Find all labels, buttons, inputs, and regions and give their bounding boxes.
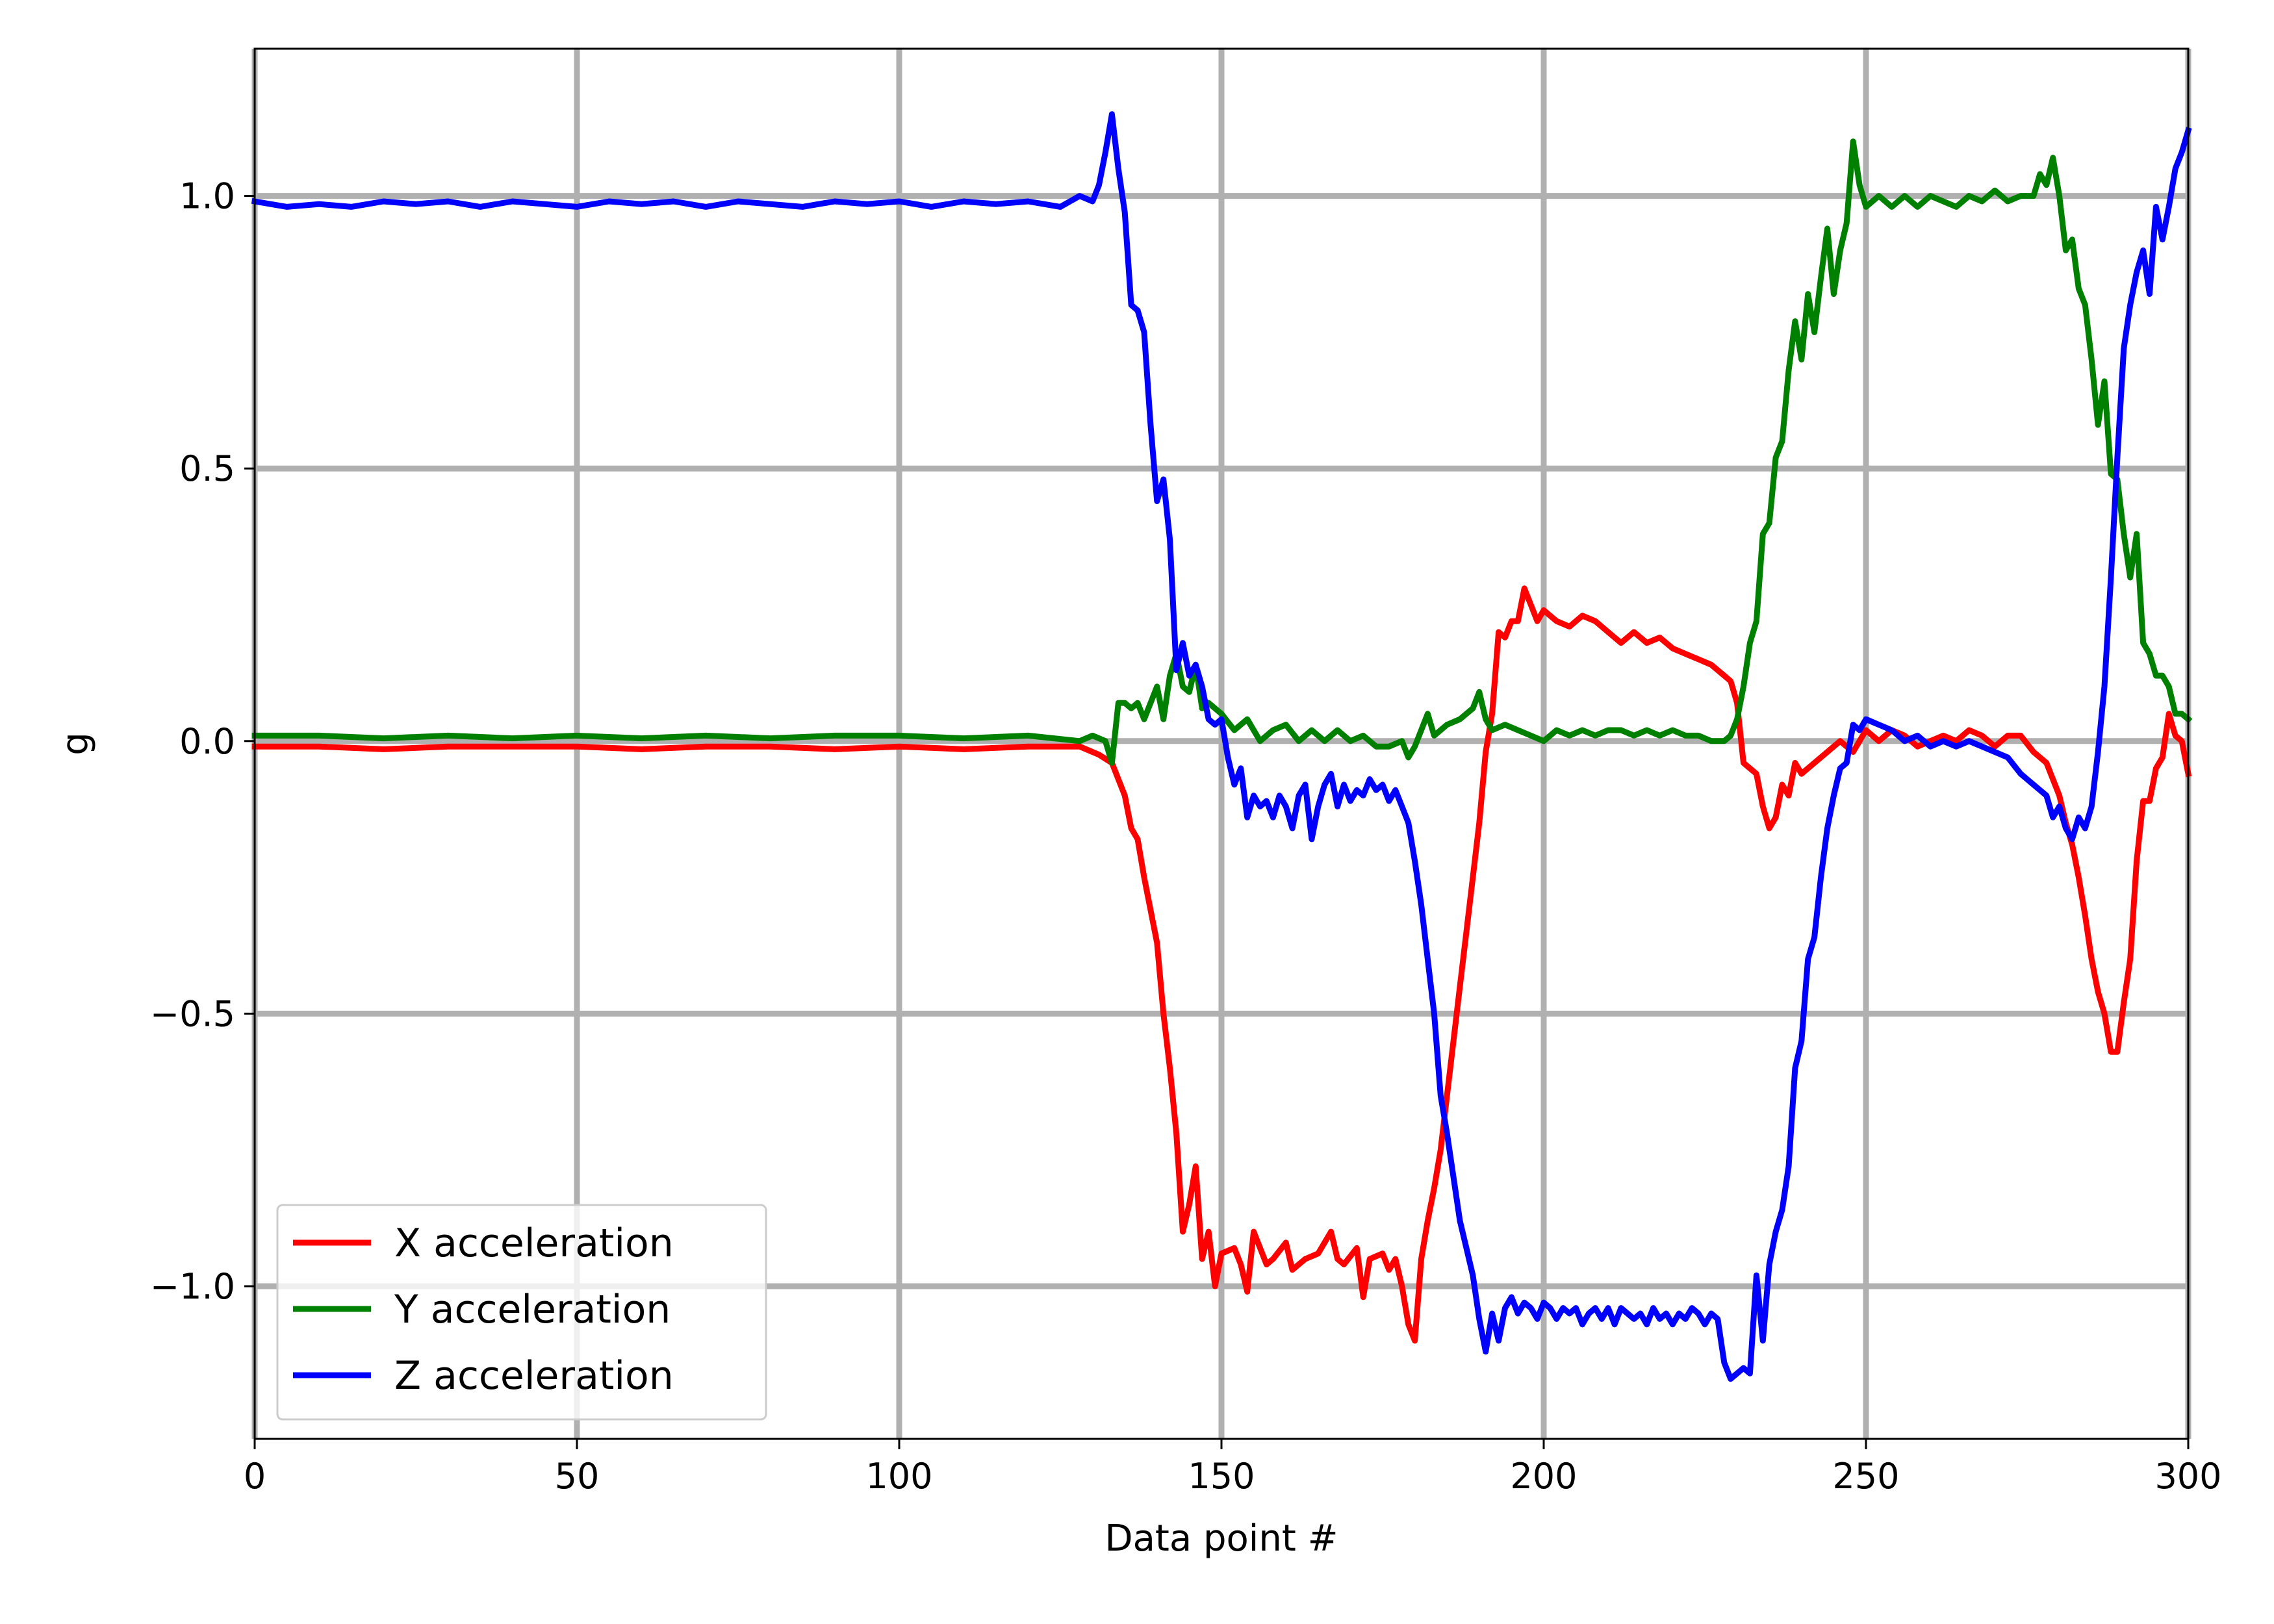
y-tick-label: −1.0 <box>150 1266 235 1307</box>
x-tick-label: 300 <box>2154 1456 2221 1497</box>
legend-label-2: Y acceleration <box>394 1287 671 1332</box>
series-line-2 <box>251 138 2193 766</box>
legend-box <box>276 1204 767 1421</box>
legend-label-3: Z acceleration <box>394 1353 674 1399</box>
series-line-1 <box>251 585 2192 1344</box>
y-tick-label: −0.5 <box>150 993 235 1034</box>
y-axis-title: g <box>55 732 97 755</box>
x-axis-title: Data point # <box>1105 1517 1338 1560</box>
legend-label-1: X acceleration <box>394 1221 674 1266</box>
y-tick-label: 0.0 <box>179 721 235 762</box>
series-lines <box>251 111 2193 1382</box>
x-tick-label: 50 <box>555 1456 600 1497</box>
x-tick-label: 0 <box>244 1456 266 1497</box>
y-tick-label: 1.0 <box>179 176 235 217</box>
series-line-3 <box>251 111 2192 1382</box>
x-tick-label: 250 <box>1832 1456 1899 1497</box>
y-axis-ticks: 1.0 0.5 0.0 −0.5 −1.0 <box>150 176 255 1307</box>
x-tick-label: 200 <box>1510 1456 1577 1497</box>
x-axis-ticks: 0 50 100 150 200 250 300 <box>244 1439 2222 1497</box>
y-tick-label: 0.5 <box>179 448 235 489</box>
legend: X acceleration Y acceleration Z accelerati… <box>276 1204 767 1421</box>
x-tick-label: 150 <box>1188 1456 1255 1497</box>
x-tick-label: 100 <box>865 1456 932 1497</box>
